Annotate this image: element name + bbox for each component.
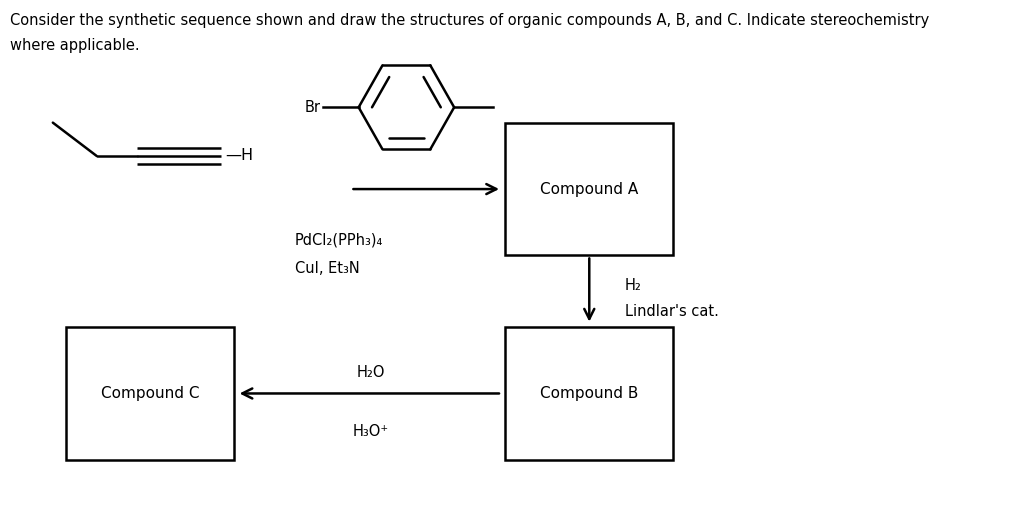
Bar — [66, 327, 234, 460]
Text: Consider the synthetic sequence shown and draw the structures of organic compoun: Consider the synthetic sequence shown an… — [10, 13, 930, 28]
Text: Compound C: Compound C — [101, 386, 199, 401]
Text: Compound B: Compound B — [539, 386, 638, 401]
Text: H₃O⁺: H₃O⁺ — [353, 424, 389, 439]
Text: H₂: H₂ — [625, 278, 642, 293]
Text: Lindlar's cat.: Lindlar's cat. — [625, 304, 718, 319]
Text: H₂O: H₂O — [357, 365, 385, 380]
Text: PdCl₂(PPh₃)₄: PdCl₂(PPh₃)₄ — [295, 233, 383, 247]
Bar — [505, 327, 673, 460]
Text: Br: Br — [305, 100, 321, 115]
Text: CuI, Et₃N: CuI, Et₃N — [295, 261, 360, 275]
Text: —H: —H — [226, 148, 254, 164]
Bar — [505, 123, 673, 256]
Text: Compound A: Compound A — [539, 181, 638, 197]
Text: where applicable.: where applicable. — [10, 38, 140, 53]
